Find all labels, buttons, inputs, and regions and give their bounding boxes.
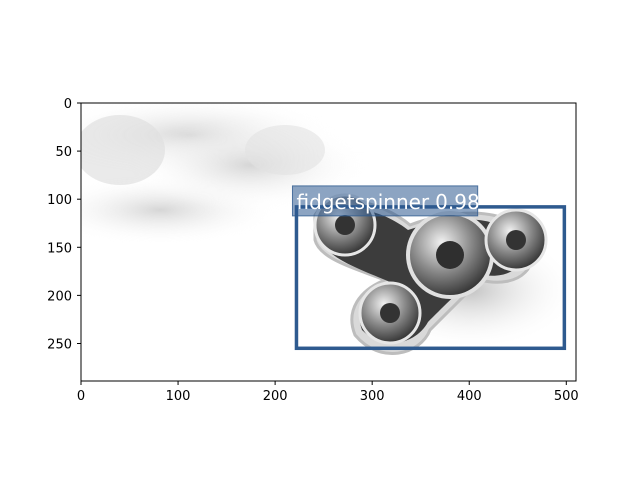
x-tick-label: 400 [457,389,482,404]
x-tick-label: 100 [166,389,191,404]
y-tick-label: 100 [47,193,72,208]
y-tick-label: 250 [47,337,72,352]
x-tick-label: 300 [360,389,385,404]
y-tick-label: 0 [64,97,72,112]
x-axis: 0 100 200 300 400 500 [77,381,579,404]
axes-frame [80,102,577,382]
blurred-background-spinner [81,103,370,245]
detection-label: fidgetspinner 0.98 [296,190,479,214]
x-tick-label: 0 [77,389,85,404]
photo [81,103,576,381]
detection-class: fidgetspinner [296,190,429,214]
detection-score: 0.98 [435,190,480,214]
y-tick-label: 50 [55,145,72,160]
y-axis: 0 50 100 150 200 250 [47,97,81,352]
x-tick-label: 200 [263,389,288,404]
detection-label-background [291,185,479,217]
x-tick-label: 500 [554,389,579,404]
detections: fidgetspinner 0.98 [291,185,567,351]
y-tick-label: 150 [47,241,72,256]
y-tick-label: 200 [47,289,72,304]
